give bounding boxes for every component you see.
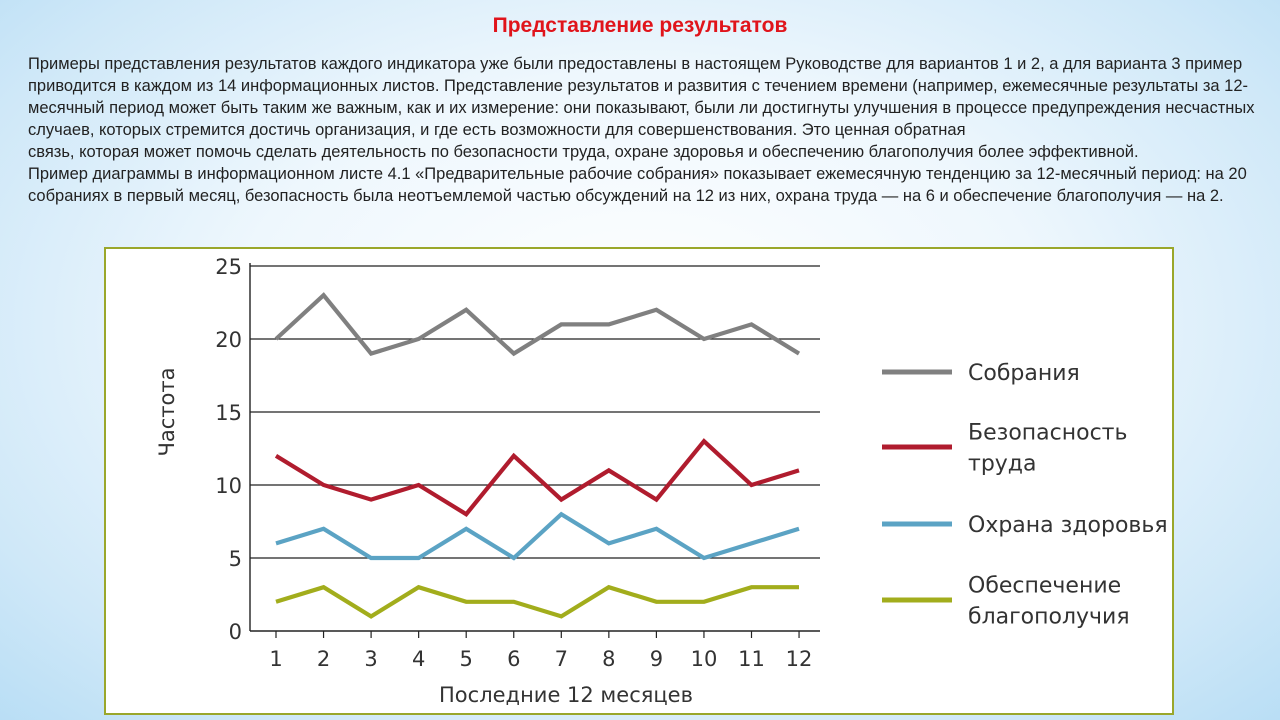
body-text: Примеры представления результатов каждог… <box>28 53 1258 207</box>
y-axis-title: Частота <box>155 368 179 457</box>
legend-label: благополучия <box>968 605 1130 630</box>
series-line <box>274 438 800 517</box>
y-tick-label: 15 <box>215 401 242 425</box>
x-tick-label: 9 <box>650 647 663 671</box>
legend-label: Безопасность <box>968 421 1127 446</box>
x-tick-label: 5 <box>460 647 473 671</box>
legend-label: Обеспечение <box>968 574 1121 599</box>
series-line <box>275 511 800 561</box>
legend-label: Собрания <box>968 361 1080 386</box>
legend-label: труда <box>968 452 1037 477</box>
x-tick-label: 10 <box>691 647 718 671</box>
slide-title: Представление результатов <box>492 14 788 37</box>
x-tick-label: 7 <box>555 647 568 671</box>
y-tick-label: 5 <box>229 547 242 571</box>
y-tick-label: 25 <box>215 255 242 279</box>
y-tick-label: 20 <box>215 328 242 352</box>
x-axis-title: Последние 12 месяцев <box>439 683 693 707</box>
legend-label: Охрана здоровья <box>968 513 1168 538</box>
x-tick-label: 1 <box>269 647 282 671</box>
x-tick-label: 8 <box>602 647 615 671</box>
series-line <box>274 292 801 357</box>
x-tick-label: 12 <box>786 647 813 671</box>
body-paragraph: Примеры представления результатов каждог… <box>28 55 1255 139</box>
body-paragraph: связь, которая может помочь сделать деят… <box>28 143 1139 161</box>
body-paragraph: Пример диаграммы в информационном листе … <box>28 165 1247 205</box>
x-tick-label: 2 <box>317 647 330 671</box>
x-tick-label: 6 <box>507 647 520 671</box>
x-tick-label: 4 <box>412 647 425 671</box>
x-tick-label: 3 <box>364 647 377 671</box>
x-tick-label: 11 <box>738 647 765 671</box>
chart-panel: 0 5 10 15 20 25 1 2 3 4 5 6 7 8 9 10 11 12 Собрания Безопа… <box>104 247 1174 715</box>
y-tick-label: 10 <box>215 474 242 498</box>
y-tick-label: 0 <box>229 620 242 644</box>
series-line <box>275 584 799 619</box>
